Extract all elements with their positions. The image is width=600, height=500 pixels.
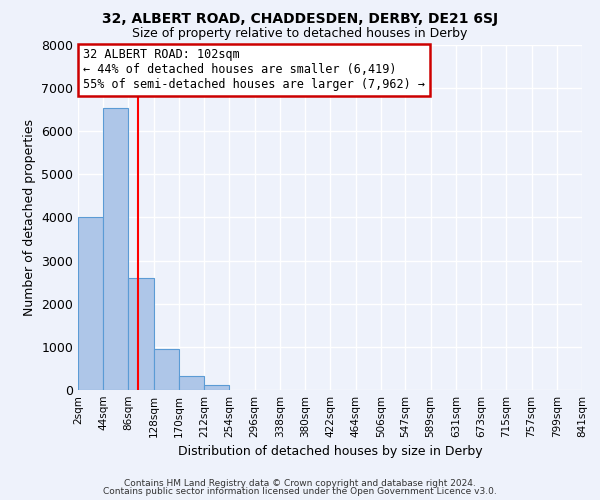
Bar xyxy=(179,376,204,390)
Bar xyxy=(128,278,154,390)
Text: Contains HM Land Registry data © Crown copyright and database right 2024.: Contains HM Land Registry data © Crown c… xyxy=(124,478,476,488)
Bar xyxy=(78,218,103,390)
Text: Size of property relative to detached houses in Derby: Size of property relative to detached ho… xyxy=(133,28,467,40)
Text: 32, ALBERT ROAD, CHADDESDEN, DERBY, DE21 6SJ: 32, ALBERT ROAD, CHADDESDEN, DERBY, DE21… xyxy=(102,12,498,26)
X-axis label: Distribution of detached houses by size in Derby: Distribution of detached houses by size … xyxy=(178,446,482,458)
Text: 32 ALBERT ROAD: 102sqm
← 44% of detached houses are smaller (6,419)
55% of semi-: 32 ALBERT ROAD: 102sqm ← 44% of detached… xyxy=(83,48,425,92)
Bar xyxy=(154,348,179,390)
Y-axis label: Number of detached properties: Number of detached properties xyxy=(23,119,35,316)
Text: Contains public sector information licensed under the Open Government Licence v3: Contains public sector information licen… xyxy=(103,487,497,496)
Bar xyxy=(103,108,128,390)
Bar xyxy=(204,385,229,390)
